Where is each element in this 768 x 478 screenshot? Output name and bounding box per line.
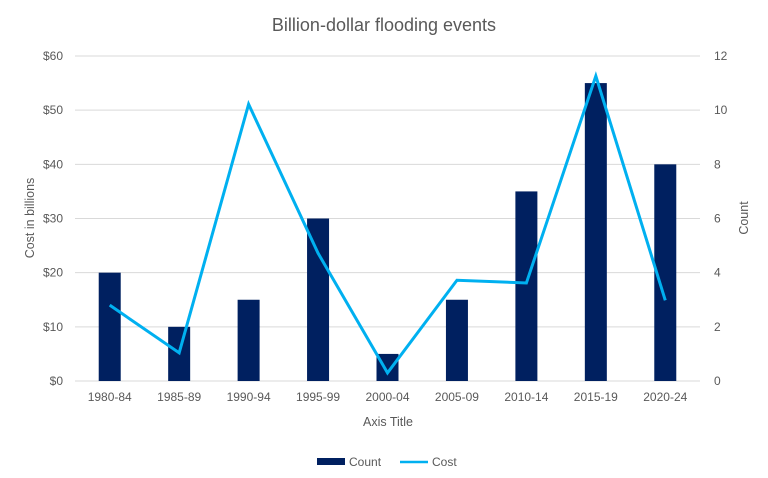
x-axis-title: Axis Title [363, 415, 413, 429]
y-axis-right-title: Count [737, 201, 751, 235]
y-right-tick-label: 8 [714, 157, 721, 171]
x-tick-label: 1990-94 [227, 390, 271, 404]
legend-count-label: Count [349, 455, 382, 469]
bar-count-1990-94 [237, 299, 260, 381]
bar-count-1980-84 [98, 272, 121, 381]
y-right-tick-label: 10 [714, 103, 728, 117]
x-tick-label: 1985-89 [157, 390, 201, 404]
y-left-tick-label: $10 [43, 320, 63, 334]
bar-count-2020-24 [654, 164, 677, 381]
x-tick-label: 2020-24 [643, 390, 687, 404]
x-tick-label: 1995-99 [296, 390, 340, 404]
x-tick-label: 1980-84 [88, 390, 132, 404]
bar-count-2010-14 [515, 191, 538, 381]
bar-count-2005-09 [445, 299, 468, 381]
y-right-tick-label: 0 [714, 374, 721, 388]
y-left-tick-label: $0 [50, 374, 64, 388]
y-left-tick-label: $20 [43, 266, 63, 280]
legend-count-swatch [317, 458, 345, 465]
y-right-tick-label: 12 [714, 49, 728, 63]
y-right-tick-label: 2 [714, 320, 721, 334]
x-tick-label: 2000-04 [365, 390, 409, 404]
x-tick-label: 2015-19 [574, 390, 618, 404]
y-axis-left-title: Cost in billions [23, 178, 37, 259]
legend-cost-label: Cost [432, 455, 457, 469]
y-right-tick-label: 6 [714, 212, 721, 226]
x-tick-label: 2005-09 [435, 390, 479, 404]
chart-title: Billion-dollar flooding events [272, 15, 496, 35]
bar-count-1995-99 [307, 218, 330, 381]
y-right-tick-label: 4 [714, 266, 721, 280]
y-left-tick-label: $30 [43, 212, 63, 226]
x-tick-label: 2010-14 [504, 390, 548, 404]
y-left-tick-label: $50 [43, 103, 63, 117]
y-left-tick-label: $60 [43, 49, 63, 63]
legend: Count Cost [317, 455, 457, 469]
line-cost [108, 71, 667, 376]
bar-count-2015-19 [584, 83, 607, 381]
y-left-tick-label: $40 [43, 157, 63, 171]
